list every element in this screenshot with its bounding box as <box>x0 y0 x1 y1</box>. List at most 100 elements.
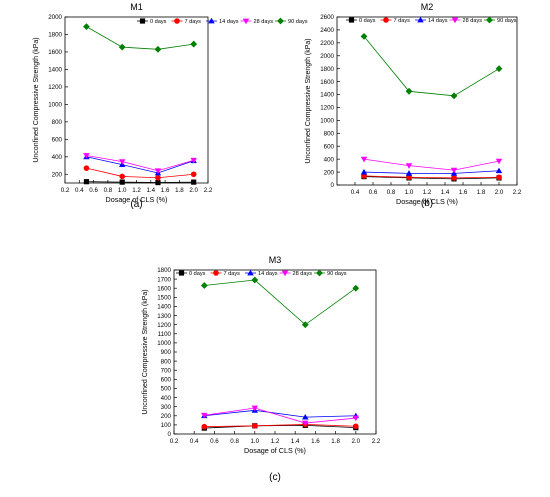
legend-marker <box>348 17 355 23</box>
data-point <box>200 282 208 289</box>
data-point <box>450 167 458 174</box>
y-tick-label: 1400 <box>48 67 62 74</box>
data-point <box>405 170 413 176</box>
legend-marker <box>213 270 219 276</box>
x-tick-label: 1.6 <box>459 189 468 196</box>
data-point <box>119 159 126 165</box>
x-tick-label: 0.2 <box>61 187 70 194</box>
panel-c: M3 0.2 0.4 0.6 0.8 1.0 1.2 1.4 1.6 1.8 2.0 2.2 0 100 2… <box>142 255 381 483</box>
x-tick-label: 0.8 <box>387 189 396 196</box>
x-tick-label: 1.4 <box>291 438 300 445</box>
data-point <box>154 168 162 174</box>
y-tick-label: 1500 <box>157 295 171 302</box>
data-point <box>406 174 412 181</box>
data-point <box>360 168 368 175</box>
series-line-5 <box>363 36 500 97</box>
y-tick-label: 1100 <box>158 331 172 338</box>
y-tick-label: 2200 <box>320 40 334 47</box>
x-axis-label: Dosage of CLS (%) <box>396 197 458 206</box>
panel-label: (b) <box>421 198 433 209</box>
x-tick-label: 1.6 <box>161 187 170 194</box>
data-point <box>495 167 503 174</box>
legend-label: 90 days <box>288 19 308 25</box>
x-tick-label: 2.0 <box>189 187 198 194</box>
y-tick-label: 0 <box>168 431 172 438</box>
legend-label: 0 days <box>189 271 206 277</box>
y-tick-label: 2000 <box>320 53 334 60</box>
data-point <box>155 174 161 181</box>
x-tick-label: 0.8 <box>230 438 239 445</box>
x-tick-label: 0.4 <box>75 187 84 194</box>
legend-label: 90 days <box>327 271 347 277</box>
y-tick-label: 600 <box>324 143 335 150</box>
data-point <box>190 40 198 48</box>
data-point <box>405 87 413 95</box>
x-tick-label: 1.0 <box>250 438 259 445</box>
legend-label: 90 days <box>497 18 517 24</box>
legend-marker <box>486 16 493 24</box>
data-point <box>201 412 208 419</box>
y-tick-label: 800 <box>324 131 335 138</box>
y-tick-label: 1600 <box>320 79 334 86</box>
y-tick-label: 300 <box>161 404 172 411</box>
data-point <box>301 321 309 329</box>
legend-label: 7 days <box>224 271 241 277</box>
data-point <box>251 276 259 284</box>
x-axis-label: Dosage of CLS (%) <box>106 195 168 204</box>
data-point <box>360 156 368 163</box>
data-point <box>83 153 90 159</box>
legend-label: 0 days <box>359 18 376 24</box>
y-tick-label: 1700 <box>157 276 171 283</box>
x-tick-label: 0.4 <box>190 438 199 445</box>
x-tick-label: 0.6 <box>369 189 378 196</box>
panel-a: M1 0.2 0.4 0.6 0.8 1.0 1.2 1.4 1.6 1.8 2.0 2.2 200 40… <box>33 2 308 210</box>
legend-label: 14 days <box>258 271 278 277</box>
series-line-4 <box>86 155 194 172</box>
data-point <box>154 45 162 53</box>
x-tick-label: 1.4 <box>441 189 450 196</box>
y-tick-label: 800 <box>161 358 172 365</box>
data-point <box>83 179 90 185</box>
series-line-3 <box>204 409 356 418</box>
legend-marker <box>281 270 289 277</box>
legend-marker <box>178 270 185 276</box>
y-axis-label: Unconfined Compressive Strength (kPa) <box>305 38 312 163</box>
plot-frame <box>173 269 377 435</box>
x-tick-label: 1.2 <box>132 187 141 194</box>
y-tick-label: 200 <box>52 171 63 178</box>
y-tick-label: 200 <box>324 169 335 176</box>
legend-marker <box>316 269 323 277</box>
y-tick-label: 700 <box>161 367 172 374</box>
x-tick-label: 1.6 <box>311 438 320 445</box>
panel-b: M2 0.4 0.6 0.8 1.0 1.2 1.4 1.6 1.8 2.0 2.2 0 200 400 6… <box>305 2 522 209</box>
legend-label: 28 days <box>254 19 274 25</box>
y-tick-label: 600 <box>52 137 63 144</box>
x-tick-label: 2.0 <box>495 189 504 196</box>
data-point <box>353 423 359 430</box>
data-point <box>352 284 360 292</box>
data-point <box>405 163 413 169</box>
data-point <box>495 158 503 165</box>
x-tick-label: 0.4 <box>351 189 360 196</box>
x-tick-label: 1.2 <box>271 438 280 445</box>
data-point <box>496 174 502 181</box>
legend-label: 0 days <box>150 19 167 25</box>
series-line-2 <box>204 424 356 428</box>
data-point <box>302 420 309 427</box>
y-tick-label: 1800 <box>320 66 334 73</box>
legend-marker <box>451 17 459 24</box>
legend-marker <box>139 18 146 24</box>
data-point <box>302 413 309 420</box>
x-tick-label: 1.4 <box>146 187 155 194</box>
legend-label: 14 days <box>219 19 239 25</box>
y-tick-label: 1400 <box>320 92 334 99</box>
legend-marker <box>242 18 250 25</box>
y-tick-label: 2400 <box>320 27 334 34</box>
x-tick-label: 1.0 <box>405 189 414 196</box>
x-tick-label: 0.2 <box>170 438 179 445</box>
series-line-5 <box>86 26 194 50</box>
data-point <box>451 175 457 181</box>
y-axis-label: Unconfined Compressive Strength (kPa) <box>33 37 40 162</box>
